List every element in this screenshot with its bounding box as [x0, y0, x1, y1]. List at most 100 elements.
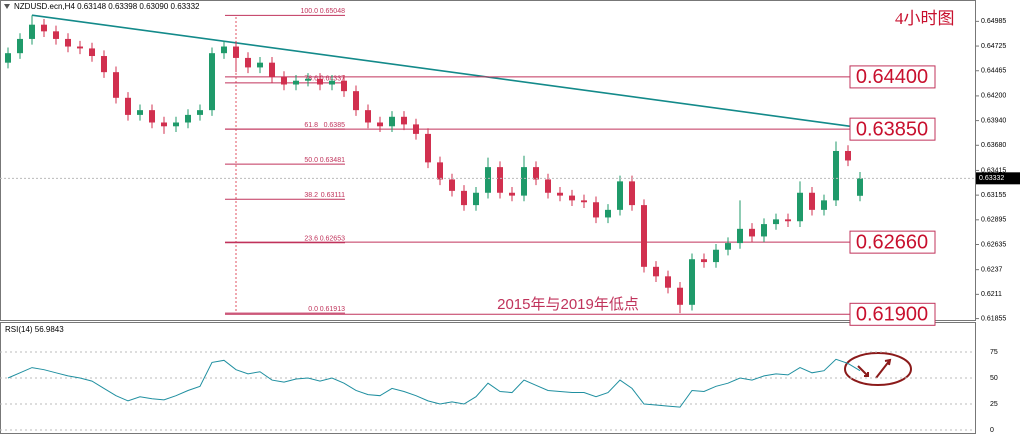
- fib-ratio: 0.0: [308, 306, 318, 313]
- fib-ratio: 38.2: [304, 192, 318, 199]
- candle-body: [605, 209, 611, 218]
- y-tick-label: 0.63680: [981, 142, 1006, 149]
- candle-body: [113, 72, 119, 98]
- candle-body: [173, 122, 179, 127]
- rsi-panel: [0, 322, 976, 434]
- candle-body: [809, 192, 815, 210]
- candle-body: [281, 76, 287, 85]
- rsi-title: RSI(14) 56.9843: [5, 325, 64, 334]
- fib-ratio: 50.0: [304, 157, 318, 164]
- y-tick-label: 0.63940: [981, 117, 1006, 124]
- candle-body: [221, 46, 227, 54]
- candle-body: [17, 38, 23, 54]
- y-tick-label: 0.64985: [981, 18, 1006, 25]
- candle-body: [65, 38, 71, 47]
- candle-body: [89, 48, 95, 57]
- fib-ratio: 100.0: [300, 8, 318, 15]
- candle-body: [581, 200, 587, 203]
- candle-body: [317, 78, 323, 85]
- candle-body: [413, 124, 419, 134]
- key-level-box: [849, 302, 936, 326]
- candle-body: [161, 122, 167, 127]
- candle-body: [653, 266, 659, 277]
- fib-price: 0.63481: [320, 157, 345, 164]
- candle-body: [389, 116, 395, 127]
- candle-body: [137, 110, 143, 115]
- key-level-box: [849, 230, 936, 254]
- y-tick-label: 0.63155: [981, 192, 1006, 199]
- low-note: 2015年与2019年低点: [497, 296, 639, 313]
- last-price-box: [976, 172, 1020, 185]
- candle-body: [785, 219, 791, 222]
- candle-body: [233, 46, 239, 58]
- candle-body: [77, 46, 83, 49]
- y-tick-label: 0.61855: [981, 315, 1006, 322]
- y-tick-label: 50: [990, 375, 998, 382]
- candle-body: [437, 162, 443, 180]
- candle-body: [701, 259, 707, 263]
- candle-body: [713, 249, 719, 263]
- candle-body: [797, 192, 803, 222]
- candle-body: [833, 150, 839, 201]
- trendline: [31, 14, 851, 128]
- candle-body: [101, 56, 107, 73]
- candle-body: [569, 195, 575, 201]
- candle-body: [29, 24, 35, 39]
- candle-body: [497, 167, 503, 193]
- candle-body: [557, 192, 563, 196]
- candle-body: [329, 80, 335, 85]
- candle-body: [341, 80, 347, 92]
- key-level-box: [849, 65, 936, 89]
- header: NZDUSD.ecn,H4 0.63148 0.63398 0.63090 0.…: [14, 2, 200, 11]
- fib-price: 0.6385: [324, 122, 346, 129]
- candle-body: [257, 62, 263, 68]
- key-level-box: [849, 117, 936, 141]
- candle-body: [749, 228, 755, 237]
- header-icon: [4, 4, 10, 9]
- key-level-label: 0.62660: [856, 231, 928, 253]
- candle-body: [269, 62, 275, 77]
- candle-body: [473, 192, 479, 206]
- last-price-label: 0.63332: [979, 175, 1004, 182]
- candle-body: [761, 224, 767, 237]
- candle-body: [665, 276, 671, 288]
- candle-body: [629, 181, 635, 206]
- candle-body: [845, 150, 851, 161]
- key-level-label: 0.64400: [856, 66, 928, 88]
- fib-ratio: 23.6: [304, 236, 318, 243]
- fib-price: 0.65048: [320, 8, 345, 15]
- key-level-label: 0.63850: [856, 118, 928, 140]
- candle-body: [857, 178, 863, 196]
- candle-body: [533, 167, 539, 180]
- candle-body: [305, 78, 311, 81]
- fib-ratio: 61.8: [304, 122, 318, 129]
- candle-body: [245, 57, 251, 68]
- candle-body: [821, 200, 827, 210]
- candle-body: [773, 219, 779, 225]
- candle-body: [725, 243, 731, 250]
- fib-ratio: 78.6: [304, 76, 318, 83]
- candle-body: [689, 259, 695, 305]
- candle-body: [377, 122, 383, 127]
- y-tick-label: 0.62895: [981, 217, 1006, 224]
- candle-body: [593, 202, 599, 218]
- y-tick-label: 25: [990, 401, 998, 408]
- y-tick-label: 75: [990, 349, 998, 356]
- y-tick-label: 0.6211: [981, 291, 1002, 298]
- y-tick-label: 0.64200: [981, 93, 1006, 100]
- y-tick-label: 0.6237: [981, 267, 1003, 274]
- timeframe-note: 4小时图: [895, 9, 955, 28]
- y-tick-label: 0.64465: [981, 68, 1006, 75]
- candle-body: [53, 31, 59, 39]
- candle-body: [545, 179, 551, 193]
- candle-body: [365, 110, 371, 123]
- candle-body: [293, 80, 299, 85]
- candle-body: [185, 114, 191, 123]
- rsi-line: [7, 358, 861, 408]
- candle-body: [149, 110, 155, 123]
- y-tick-label: 0.64725: [981, 43, 1006, 50]
- candle-body: [425, 133, 431, 163]
- candle-body: [197, 110, 203, 115]
- candle-body: [5, 53, 11, 63]
- candle-body: [521, 167, 527, 196]
